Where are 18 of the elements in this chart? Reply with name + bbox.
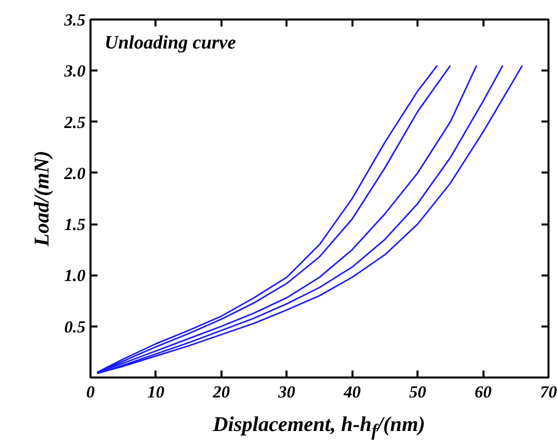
annotation: Unloading curve: [104, 32, 236, 54]
y-tick-label: 2.5: [63, 112, 86, 132]
y-tick-label: 3.5: [63, 10, 86, 30]
x-tick-label: 10: [147, 382, 165, 402]
x-tick-label: 60: [474, 382, 492, 402]
y-tick-label: 3.0: [63, 62, 86, 81]
y-tick-label: 1.5: [64, 215, 86, 234]
x-tick-label: 50: [409, 382, 427, 402]
x-tick-label: 40: [342, 382, 362, 402]
x-tick-label: 70: [540, 382, 557, 402]
x-axis-title: Displacement, h-h$_{f}$/(nm): [212, 411, 426, 442]
x-tick-label: 30: [277, 382, 296, 402]
y-tick-label: 1.0: [64, 266, 86, 286]
y-tick-label: 0.5: [64, 317, 86, 336]
x-tick-label: 0: [86, 382, 96, 402]
x-tick-label: 20: [212, 382, 230, 402]
y-axis-title: Load/(mN): [29, 150, 54, 248]
y-tick-label: 2.0: [63, 164, 86, 183]
